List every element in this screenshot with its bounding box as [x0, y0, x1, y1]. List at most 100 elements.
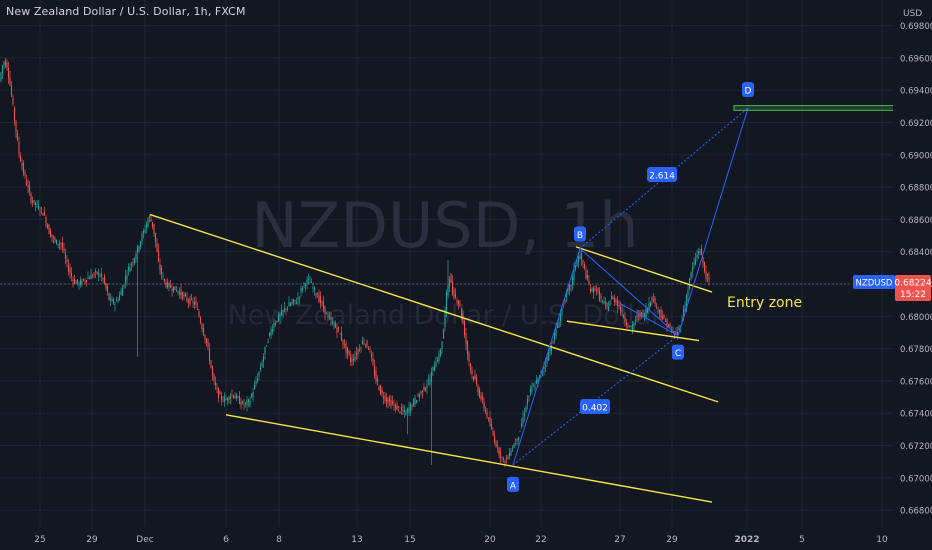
candle-body — [310, 282, 313, 284]
candle-body — [351, 359, 353, 363]
price-tag: NZDUSD 0.68224 15:22 — [853, 275, 932, 301]
candle-body — [324, 305, 326, 315]
candle-body — [382, 397, 385, 399]
candle-body — [49, 230, 52, 238]
candle-body — [448, 278, 451, 287]
candle-body — [490, 424, 493, 429]
candle-body — [474, 374, 476, 380]
candle-body — [576, 260, 578, 267]
candle-body — [187, 300, 190, 303]
trendline — [575, 246, 713, 293]
candle-body — [510, 451, 512, 456]
candle-body — [3, 62, 5, 65]
candle-body — [318, 293, 320, 303]
price-tag-symbol-bg — [853, 275, 895, 289]
candle-body — [156, 243, 158, 252]
candle-body — [93, 273, 95, 275]
candle-body — [489, 417, 491, 426]
candle-body — [499, 450, 502, 458]
price-tick-label: 0.67800 — [900, 345, 932, 355]
candle-body — [706, 273, 709, 277]
candle-body — [649, 302, 652, 307]
candle-body — [343, 344, 346, 345]
candle-body — [111, 299, 113, 302]
candle-body — [361, 340, 364, 345]
time-tick-label: 25 — [34, 535, 45, 545]
candle-body — [504, 460, 506, 463]
time-axis[interactable]: 25 29 Dec 6 8 13 15 20 22 27 29 2022 5 10 — [34, 535, 888, 545]
candle-body — [580, 253, 583, 260]
candle-body — [174, 286, 176, 290]
candle-body — [204, 335, 206, 340]
candle-body — [211, 366, 214, 376]
candle-body — [282, 310, 284, 312]
candle-body — [487, 417, 490, 419]
candle-body — [621, 310, 623, 313]
candle-body — [288, 302, 290, 307]
candle-body — [34, 202, 37, 205]
candle-body — [64, 254, 67, 259]
candle-body — [316, 296, 319, 298]
candle-body — [594, 288, 596, 291]
candle-body — [150, 219, 152, 222]
candle-body — [486, 411, 488, 418]
candle-body — [312, 287, 314, 289]
candle-body — [436, 360, 439, 362]
candle-body — [456, 300, 458, 303]
candle-body — [346, 347, 349, 354]
candle-body — [267, 341, 269, 343]
candle-body — [598, 291, 601, 301]
candle-body — [483, 401, 485, 409]
candle-body — [579, 256, 581, 260]
point-label-c: C — [675, 349, 681, 359]
candle-body — [201, 324, 203, 330]
candle-body — [73, 279, 76, 284]
candle-body — [70, 272, 73, 277]
candle-body — [654, 297, 656, 305]
candle-body — [81, 280, 83, 284]
candle-body — [195, 300, 197, 305]
candle-body — [100, 272, 103, 277]
candle-body — [256, 378, 259, 382]
candle-body — [289, 303, 292, 306]
candle-body — [87, 277, 89, 279]
candle-body — [532, 384, 535, 387]
candle-body — [60, 242, 62, 245]
candle-body — [55, 239, 58, 245]
candle-body — [696, 254, 698, 259]
candle-body — [652, 299, 655, 302]
candle-body — [459, 302, 461, 306]
candle-body — [58, 243, 61, 244]
candle-body — [355, 352, 358, 355]
candle-body — [148, 215, 151, 218]
candle-body — [466, 341, 469, 355]
candle-body — [435, 362, 437, 367]
candle-body — [72, 279, 74, 282]
candle-body — [550, 347, 553, 351]
candle-body — [396, 405, 398, 411]
candle-body — [403, 409, 406, 412]
candle-body — [192, 301, 194, 303]
candle-body — [657, 307, 659, 309]
candle-body — [651, 297, 653, 301]
candle-body — [390, 400, 392, 407]
candle-body — [183, 295, 185, 296]
pattern-leg — [619, 302, 679, 337]
candle-body — [216, 387, 218, 389]
candle-body — [291, 301, 293, 305]
candle-body — [222, 400, 224, 402]
candle-body — [304, 284, 307, 286]
candle-body — [273, 323, 275, 329]
candle-body — [409, 403, 412, 412]
time-tick-label: 10 — [876, 535, 888, 545]
price-tick-label: 0.67400 — [900, 410, 932, 420]
candle-body — [528, 395, 530, 398]
candle-body — [513, 444, 515, 448]
candle-body — [4, 61, 7, 67]
candle-body — [624, 317, 626, 322]
candle-body — [130, 263, 133, 266]
candle-body — [529, 388, 532, 393]
candle-body — [688, 278, 691, 289]
candle-body — [234, 396, 236, 399]
